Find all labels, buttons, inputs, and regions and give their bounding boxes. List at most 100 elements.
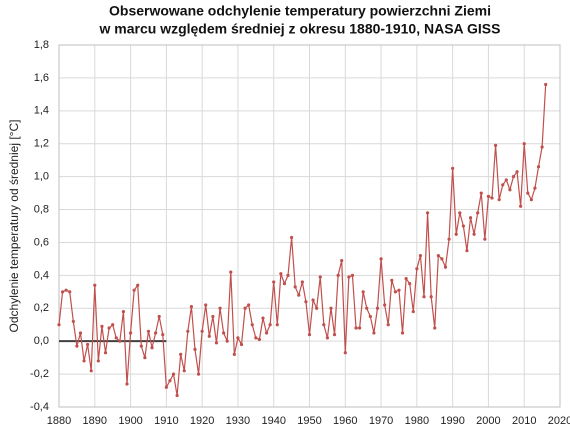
data-point [368, 314, 372, 319]
data-point [239, 342, 244, 347]
data-point [179, 352, 183, 356]
data-point [472, 232, 476, 236]
y-tick-label: 1,4 [34, 105, 49, 117]
y-tick-label: 0,0 [34, 335, 49, 347]
data-point [490, 196, 494, 200]
x-tick-label: 1940 [261, 415, 285, 427]
data-point [522, 142, 526, 146]
data-point [390, 278, 394, 282]
data-point [440, 257, 444, 261]
y-tick-label: 0,6 [34, 236, 49, 248]
data-point [483, 237, 487, 241]
data-point [300, 280, 304, 284]
data-point [340, 258, 344, 263]
data-point [418, 254, 423, 258]
data-point [468, 216, 473, 220]
data-point [332, 333, 337, 337]
data-point [361, 290, 365, 294]
data-point [325, 336, 329, 340]
data-point [132, 288, 136, 292]
y-tick-label: -0,2 [30, 368, 49, 380]
data-point [214, 341, 219, 345]
data-point [157, 314, 161, 319]
data-point [118, 339, 122, 343]
data-point [318, 275, 322, 279]
data-point [279, 272, 283, 276]
data-point [125, 382, 129, 386]
data-point [493, 143, 498, 147]
data-point [544, 82, 548, 87]
x-tick-label: 1920 [190, 415, 214, 427]
y-tick-label: -0,4 [30, 401, 49, 413]
data-point [536, 165, 541, 169]
data-point [229, 270, 233, 274]
data-point [515, 170, 519, 174]
y-tick-label: 0,2 [34, 302, 49, 314]
data-point [207, 334, 211, 338]
data-point [433, 326, 437, 330]
data-point [411, 309, 415, 314]
data-point [168, 379, 172, 383]
data-point [540, 145, 544, 149]
data-point [415, 267, 419, 271]
data-point [243, 306, 247, 310]
data-point [533, 186, 537, 190]
data-point [89, 369, 93, 373]
data-point [232, 352, 236, 356]
data-point [476, 211, 480, 215]
data-point [272, 280, 276, 284]
data-point [451, 166, 455, 171]
data-point [393, 290, 397, 294]
data-point [400, 331, 405, 335]
x-tick-label: 1930 [226, 415, 250, 427]
data-point [218, 306, 222, 310]
x-tick-label: 2020 [548, 415, 570, 427]
data-point [343, 351, 347, 355]
data-point [461, 224, 465, 228]
data-point [379, 257, 383, 261]
data-point [304, 300, 308, 304]
data-point [529, 198, 533, 202]
data-point [454, 232, 458, 236]
data-point [372, 331, 376, 335]
data-point [322, 323, 326, 327]
data-point [257, 337, 261, 342]
data-point [290, 235, 294, 240]
data-point [128, 331, 133, 335]
data-point [329, 306, 333, 310]
data-point [497, 198, 501, 202]
x-tick-label: 1890 [83, 415, 107, 427]
data-point [121, 309, 126, 314]
data-point [82, 359, 86, 363]
data-point [96, 359, 100, 363]
data-point [397, 288, 401, 292]
data-point [107, 326, 111, 330]
data-point [508, 188, 512, 192]
data-point [286, 273, 290, 277]
data-point [60, 290, 65, 294]
data-point [282, 281, 287, 286]
data-point [358, 326, 362, 330]
data-point [297, 293, 301, 297]
data-point [100, 324, 104, 328]
data-point [465, 249, 469, 253]
data-point [479, 191, 483, 195]
data-point [336, 273, 340, 277]
data-point [161, 333, 165, 337]
data-point [204, 303, 208, 307]
x-tick-label: 1950 [297, 415, 321, 427]
data-point [154, 331, 158, 335]
data-point [103, 351, 108, 355]
x-tick-label: 2010 [512, 415, 536, 427]
data-point [404, 277, 408, 281]
data-point [236, 336, 240, 340]
data-point [146, 329, 151, 333]
data-point [64, 288, 68, 292]
data-point [275, 323, 279, 327]
data-point [408, 281, 412, 286]
data-point [486, 194, 491, 198]
data-point [143, 356, 147, 360]
data-point [139, 344, 143, 348]
data-point [511, 175, 516, 179]
data-point [383, 303, 387, 307]
